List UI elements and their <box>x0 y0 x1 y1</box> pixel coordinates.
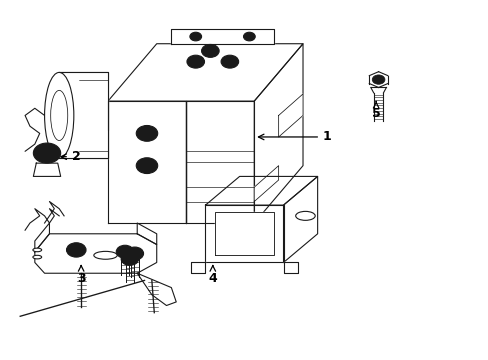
Circle shape <box>121 252 139 265</box>
Circle shape <box>39 147 55 159</box>
Polygon shape <box>278 94 303 137</box>
Circle shape <box>189 32 201 41</box>
Ellipse shape <box>33 255 41 259</box>
Circle shape <box>201 44 219 57</box>
Ellipse shape <box>94 251 117 259</box>
Polygon shape <box>205 176 317 205</box>
Circle shape <box>243 32 255 41</box>
Circle shape <box>221 55 238 68</box>
Polygon shape <box>137 223 157 244</box>
Circle shape <box>186 55 204 68</box>
Circle shape <box>33 143 61 163</box>
Polygon shape <box>137 273 176 306</box>
Text: 1: 1 <box>258 130 331 144</box>
Circle shape <box>126 247 143 260</box>
Polygon shape <box>215 212 273 255</box>
Polygon shape <box>254 44 303 223</box>
Ellipse shape <box>33 248 41 252</box>
Polygon shape <box>33 163 61 176</box>
Polygon shape <box>35 223 49 252</box>
Circle shape <box>371 75 384 84</box>
Polygon shape <box>254 166 278 202</box>
Ellipse shape <box>295 211 315 220</box>
Text: 2: 2 <box>61 150 81 163</box>
Circle shape <box>66 243 86 257</box>
Polygon shape <box>171 30 273 44</box>
Ellipse shape <box>44 72 74 158</box>
Text: 4: 4 <box>208 266 217 285</box>
Circle shape <box>116 245 134 258</box>
Text: 3: 3 <box>77 266 85 285</box>
Text: 5: 5 <box>371 102 380 120</box>
Circle shape <box>136 158 158 174</box>
Circle shape <box>136 126 158 141</box>
Polygon shape <box>108 44 303 101</box>
Polygon shape <box>190 262 205 273</box>
Polygon shape <box>108 101 185 223</box>
Polygon shape <box>283 176 317 262</box>
Polygon shape <box>35 234 157 273</box>
Polygon shape <box>185 101 254 223</box>
Polygon shape <box>59 72 108 158</box>
Polygon shape <box>205 205 283 262</box>
Polygon shape <box>283 262 298 273</box>
Ellipse shape <box>51 90 68 140</box>
